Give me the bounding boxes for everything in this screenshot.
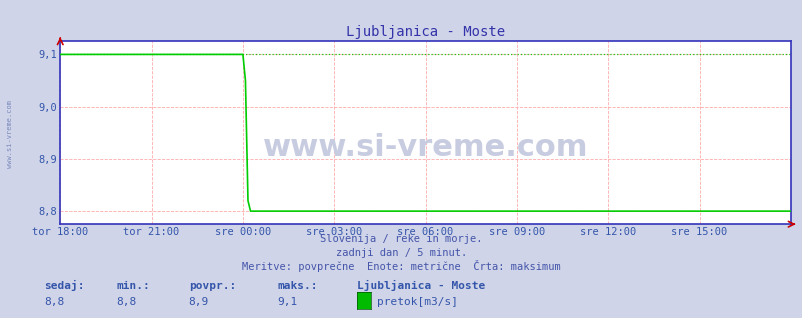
Text: 8,9: 8,9 <box>188 297 209 307</box>
Title: Ljubljanica - Moste: Ljubljanica - Moste <box>346 25 504 39</box>
Text: www.si-vreme.com: www.si-vreme.com <box>262 133 588 162</box>
Text: zadnji dan / 5 minut.: zadnji dan / 5 minut. <box>335 248 467 258</box>
Text: www.si-vreme.com: www.si-vreme.com <box>7 100 14 168</box>
Text: Meritve: povprečne  Enote: metrične  Črta: maksimum: Meritve: povprečne Enote: metrične Črta:… <box>242 260 560 272</box>
Text: 8,8: 8,8 <box>44 297 64 307</box>
Text: maks.:: maks.: <box>277 281 317 291</box>
Text: Ljubljanica - Moste: Ljubljanica - Moste <box>357 280 485 291</box>
Text: min.:: min.: <box>116 281 150 291</box>
Text: 8,8: 8,8 <box>116 297 136 307</box>
Text: Slovenija / reke in morje.: Slovenija / reke in morje. <box>320 234 482 244</box>
Text: 9,1: 9,1 <box>277 297 297 307</box>
Text: pretok[m3/s]: pretok[m3/s] <box>377 297 458 307</box>
Text: povpr.:: povpr.: <box>188 281 236 291</box>
Text: sedaj:: sedaj: <box>44 280 84 291</box>
